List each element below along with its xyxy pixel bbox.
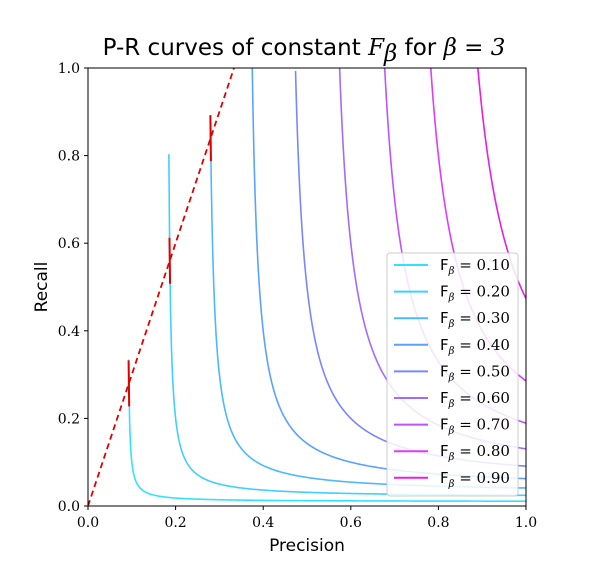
legend-label-4: Fβ = 0.40 xyxy=(440,336,510,357)
legend-label-2: Fβ = 0.20 xyxy=(440,283,510,304)
x-tick-label: 0.8 xyxy=(427,515,449,531)
ticks-layer: 0.0 0.2 0.4 0.6 0.8 1.0 0.0 0.2 0.4 0.6 0.8 1.0 xyxy=(58,61,537,531)
y-tick-label: 0.6 xyxy=(58,236,80,252)
legend-label-9: Fβ = 0.90 xyxy=(440,469,510,490)
reference-dashed-line xyxy=(88,68,235,506)
reference-layer xyxy=(88,68,235,506)
y-tick-label: 0.2 xyxy=(58,411,80,427)
y-tick-label: 0.0 xyxy=(58,499,80,515)
curve-f-1 xyxy=(127,359,526,502)
title-middle: for xyxy=(397,35,443,61)
legend-label-8: Fβ = 0.80 xyxy=(440,442,510,463)
legend: Fβ = 0.10 Fβ = 0.20 Fβ = 0.30 Fβ = 0.40 Fβ =… xyxy=(386,252,519,497)
title-symbol: F xyxy=(367,35,385,61)
legend-label-7: Fβ = 0.70 xyxy=(440,416,510,437)
x-tick-label: 0.0 xyxy=(77,515,99,531)
legend-label-1: Fβ = 0.10 xyxy=(440,256,510,277)
svg-text:P-R curves of constant Fβ for: P-R curves of constant Fβ for β = 3 xyxy=(103,35,506,67)
chart-title: P-R curves of constant Fβ for β = 3 xyxy=(103,35,506,67)
title-beta-expr: β = 3 xyxy=(443,35,506,61)
tangent-marker-2 xyxy=(168,237,172,284)
title-prefix: P-R curves of constant xyxy=(103,35,368,61)
title-symbol-sub: β xyxy=(383,41,397,67)
plot-frame xyxy=(87,67,527,507)
legend-label-6: Fβ = 0.60 xyxy=(440,389,510,410)
tangent-marker-3 xyxy=(209,115,212,162)
tangent-marker-layer xyxy=(127,0,252,407)
y-tick-label: 0.4 xyxy=(58,324,80,340)
legend-items: Fβ = 0.10 Fβ = 0.20 Fβ = 0.30 Fβ = 0.40 Fβ =… xyxy=(394,256,510,490)
x-tick-label: 0.2 xyxy=(164,515,186,531)
x-axis-label: Precision xyxy=(269,536,345,556)
x-tick-label: 1.0 xyxy=(515,515,537,531)
legend-label-5: Fβ = 0.50 xyxy=(440,362,510,383)
tangent-marker-1 xyxy=(127,360,131,407)
x-tick-label: 0.4 xyxy=(252,515,274,531)
y-tick-label: 1.0 xyxy=(58,61,80,77)
tangent-marker-4 xyxy=(251,0,252,38)
y-tick-label: 0.8 xyxy=(58,149,80,165)
legend-box xyxy=(386,252,519,497)
legend-label-3: Fβ = 0.30 xyxy=(440,309,510,330)
x-tick-label: 0.6 xyxy=(340,515,362,531)
y-axis-label: Recall xyxy=(32,262,52,313)
